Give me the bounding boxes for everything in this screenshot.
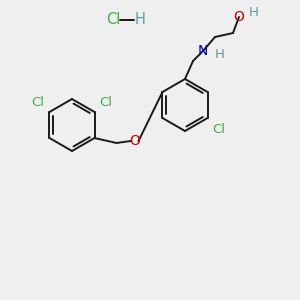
Text: O: O (129, 134, 140, 148)
Text: Cl: Cl (212, 123, 226, 136)
Text: H: H (249, 5, 259, 19)
Text: O: O (234, 10, 244, 24)
Text: N: N (198, 44, 208, 58)
Text: H: H (135, 13, 146, 28)
Text: H: H (215, 47, 225, 61)
Text: Cl: Cl (32, 96, 44, 109)
Text: Cl: Cl (100, 96, 112, 109)
Text: Cl: Cl (106, 13, 120, 28)
